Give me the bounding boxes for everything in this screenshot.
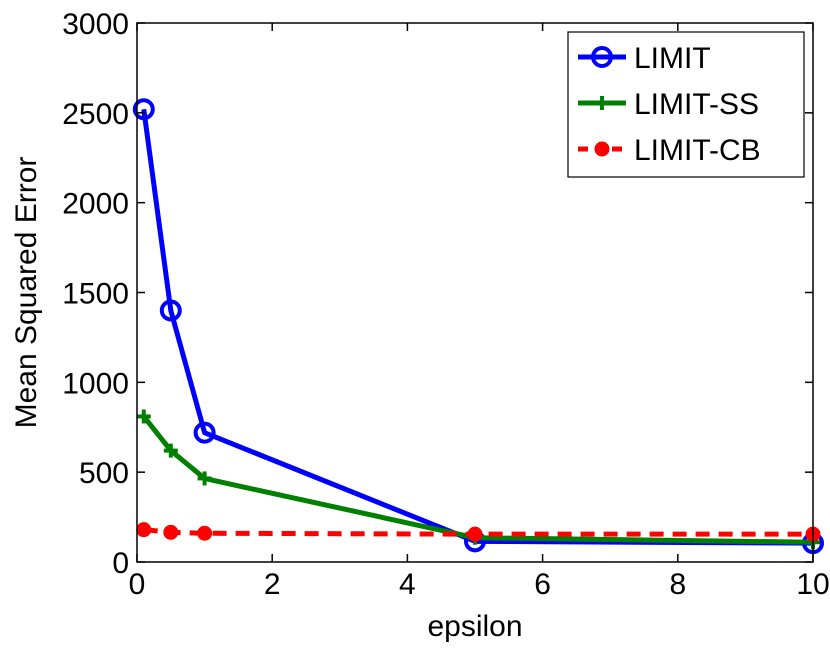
data-point [197,471,212,486]
x-tick-label: 6 [534,568,551,601]
y-tick-label: 1000 [62,367,129,400]
series-line [141,414,814,545]
y-tick-label: 2000 [62,188,129,221]
data-point [193,421,216,444]
series-limit-ss [136,409,820,550]
series-line [141,108,814,546]
data-point [136,522,152,538]
data-point [136,409,151,424]
y-tick-label: 2500 [62,98,129,131]
data-point [197,525,213,541]
data-point [163,524,179,540]
x-tick-label: 10 [796,568,829,601]
x-tick-label: 8 [669,568,686,601]
legend: LIMIT LIMIT-SS LIMIT-CB [567,31,805,178]
legend-marker [595,96,609,110]
x-tick-label: 2 [264,568,281,601]
axis-labels: epsilon Mean Squared Error [10,157,523,643]
y-tick-label: 3000 [62,8,129,41]
series-limit [132,98,824,555]
y-tick-label: 500 [79,457,129,490]
series-line [143,527,813,537]
y-tick-label: 1500 [62,278,129,311]
x-tick-label: 4 [399,568,416,601]
axis-ticks: 0 2 4 6 8 10 0 500 1000 1500 2000 2500 3000 [62,8,829,601]
y-axis-title: Mean Squared Error [10,157,43,429]
x-tick-label: 0 [129,568,146,601]
legend-marker [591,46,613,68]
legend-label: LIMIT [634,42,711,75]
legend-label: LIMIT-CB [634,134,761,167]
legend-entry: LIMIT [578,42,711,75]
data-point [159,299,182,322]
legend-entry: LIMIT-CB [578,134,761,167]
data-point [163,443,178,458]
data-point [467,526,483,542]
legend-marker [594,141,610,157]
y-tick-label: 0 [112,547,129,580]
series-layer [132,98,824,555]
data-point [132,98,155,121]
legend-label: LIMIT-SS [634,88,759,121]
legend-entry: LIMIT-SS [578,88,759,121]
series-limit-cb [136,522,821,542]
x-axis-title: epsilon [427,610,522,643]
